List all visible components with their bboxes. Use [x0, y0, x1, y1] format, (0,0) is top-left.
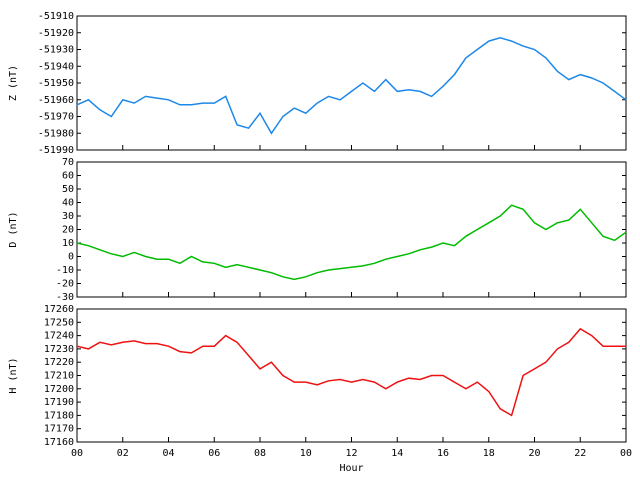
y-tick-label: -10 [56, 265, 74, 276]
y-tick-label: 20 [62, 225, 74, 236]
y-tick-label: 0 [68, 252, 74, 263]
y-tick-label: 10 [62, 238, 74, 249]
y-tick-label: 60 [62, 171, 74, 182]
y-tick-label: -51920 [38, 28, 74, 39]
data-line [76, 204, 627, 281]
y-tick-label: 70 [62, 157, 74, 168]
y-tick-label: 17210 [44, 371, 74, 382]
y-tick-label: -51950 [38, 78, 74, 89]
x-tick-label: 14 [391, 448, 403, 459]
x-axis-label: Hour [339, 463, 363, 474]
x-tick-label: 04 [162, 448, 174, 459]
y-tick-label: -51990 [38, 145, 74, 156]
x-tick-label: 16 [437, 448, 449, 459]
y-tick-label: 30 [62, 211, 74, 222]
y-axis-label: D (nT) [8, 211, 19, 247]
y-tick-label: 17240 [44, 331, 74, 342]
x-tick-label: 00 [71, 448, 83, 459]
x-tick-label: 20 [528, 448, 540, 459]
y-tick-label: 40 [62, 198, 74, 209]
y-tick-label: 17160 [44, 437, 74, 448]
x-tick-label: 12 [345, 448, 357, 459]
y-tick-label: 17230 [44, 344, 74, 355]
x-tick-label: 06 [208, 448, 220, 459]
y-tick-label: -30 [56, 292, 74, 303]
y-tick-label: -51960 [38, 95, 74, 106]
x-tick-label: 10 [300, 448, 312, 459]
x-tick-label: 08 [254, 448, 266, 459]
x-tick-label: 00 [620, 448, 632, 459]
y-tick-label: 17250 [44, 317, 74, 328]
y-tick-label: -51940 [38, 61, 74, 72]
y-axis-label: Z (nT) [8, 65, 19, 101]
plot-frame [76, 308, 627, 443]
y-tick-label: -51910 [38, 11, 74, 22]
x-tick-label: 02 [117, 448, 129, 459]
x-tick-label: 18 [483, 448, 495, 459]
y-tick-label: -51970 [38, 112, 74, 123]
plot-frame [76, 161, 627, 298]
data-line [76, 327, 626, 417]
plot-frame [76, 15, 627, 151]
y-tick-label: 17180 [44, 410, 74, 421]
x-tick-label: 22 [574, 448, 586, 459]
y-tick-label: 50 [62, 184, 74, 195]
y-tick-label: 17190 [44, 397, 74, 408]
y-axis-label: H (nT) [8, 357, 19, 393]
y-tick-label: -20 [56, 279, 74, 290]
y-tick-label: 17200 [44, 384, 74, 395]
y-tick-label: 17260 [44, 304, 74, 315]
y-tick-label: 17220 [44, 357, 74, 368]
y-tick-label: 17170 [44, 424, 74, 435]
y-tick-label: -51980 [38, 128, 74, 139]
y-tick-label: -51930 [38, 45, 74, 56]
data-line [76, 37, 627, 135]
